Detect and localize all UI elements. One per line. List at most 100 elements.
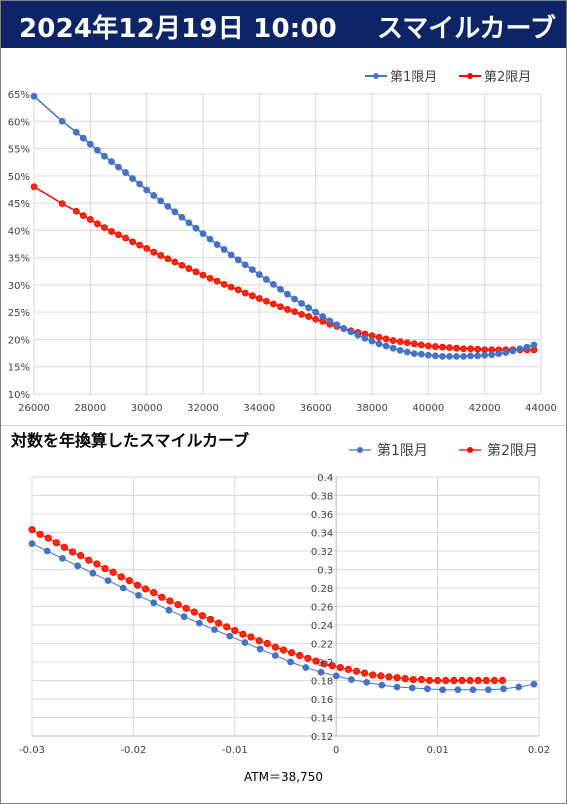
data-point-s2 <box>199 271 207 279</box>
y-tick-label: 40% <box>8 226 30 237</box>
legend-label-1: 第1限月 <box>390 70 437 85</box>
data-point-s1 <box>516 345 524 353</box>
data-point-s2 <box>164 255 172 263</box>
data-point-s2 <box>171 258 179 266</box>
y-tick-label: 0.28 <box>311 584 333 595</box>
data-point-s1 <box>319 313 327 320</box>
data-point-s2 <box>143 244 151 252</box>
data-point-s1 <box>446 352 453 360</box>
data-point-s2 <box>198 612 206 620</box>
data-point-s1 <box>530 341 538 349</box>
data-point-s1 <box>291 295 298 303</box>
data-point-s2 <box>234 286 242 294</box>
data-point-s2 <box>190 608 198 616</box>
data-point-s1 <box>347 328 355 336</box>
data-point-s2 <box>178 261 186 269</box>
data-point-s2 <box>185 265 193 272</box>
data-point-s2 <box>304 654 312 662</box>
data-point-s1 <box>234 256 242 264</box>
data-point-s1 <box>317 668 325 676</box>
data-point-s2 <box>482 676 490 685</box>
data-point-s1 <box>467 352 474 360</box>
data-point-s2 <box>453 344 460 352</box>
data-point-s1 <box>241 261 249 269</box>
y-tick-label: 0.24 <box>311 621 333 632</box>
data-point-s1 <box>122 169 129 176</box>
data-point-s1 <box>157 197 165 205</box>
data-point-s2 <box>410 340 418 348</box>
data-point-s2 <box>279 646 288 654</box>
data-point-s1 <box>43 547 51 555</box>
legend-marker-2 <box>467 73 473 79</box>
data-point-s2 <box>157 252 165 259</box>
data-point-s1 <box>469 686 477 694</box>
data-point-s2 <box>109 568 117 576</box>
data-point-s2 <box>182 604 190 612</box>
data-point-s1 <box>439 686 447 694</box>
data-point-s2 <box>344 665 352 673</box>
data-point-s1 <box>431 352 439 360</box>
data-point-s2 <box>166 597 174 605</box>
data-point-s1 <box>368 337 376 345</box>
data-point-s1 <box>79 134 87 142</box>
y-tick-label: 0.2 <box>317 658 333 669</box>
data-point-s2 <box>255 637 263 645</box>
x-tick-label: 26000 <box>18 403 50 414</box>
data-point-s1 <box>227 251 235 259</box>
y-tick-label: 0.32 <box>311 547 333 558</box>
y-tick-label: 0.16 <box>311 695 333 706</box>
data-point-s1 <box>302 664 310 671</box>
data-point-s2 <box>227 283 235 291</box>
data-point-s2 <box>409 675 417 684</box>
header-date: 2024年12月19日 10:00 <box>19 14 337 44</box>
data-point-s2 <box>393 674 401 682</box>
data-point-s2 <box>291 308 298 316</box>
data-point-s1 <box>93 146 101 154</box>
data-point-s2 <box>450 676 458 685</box>
data-point-s2 <box>458 676 466 685</box>
data-point-s1 <box>378 681 386 689</box>
data-point-s1 <box>417 350 425 358</box>
legend-label-2: 第2限月 <box>487 442 538 459</box>
y-tick-label: 0.34 <box>311 529 333 540</box>
data-point-s1 <box>523 343 531 351</box>
data-point-s1 <box>488 351 496 359</box>
data-point-s2 <box>77 552 85 560</box>
y-tick-label: 0.18 <box>311 677 333 688</box>
y-tick-label: 25% <box>8 308 30 319</box>
y-tick-label: 20% <box>8 335 30 346</box>
data-point-s2 <box>375 333 383 341</box>
data-point-s2 <box>277 303 284 311</box>
data-point-s2 <box>85 556 93 564</box>
y-tick-label: 55% <box>8 145 30 156</box>
data-point-s1 <box>59 554 66 562</box>
data-point-s2 <box>417 341 425 349</box>
data-point-s1 <box>74 562 82 570</box>
y-tick-label: 0.38 <box>311 492 333 503</box>
data-point-s1 <box>382 342 390 350</box>
data-point-s1 <box>72 128 80 136</box>
data-point-s2 <box>298 310 305 318</box>
data-point-s2 <box>389 337 397 344</box>
data-point-s2 <box>72 207 80 215</box>
data-point-s1 <box>86 140 94 148</box>
y-tick-label: 0.36 <box>311 510 333 521</box>
data-point-s1 <box>284 290 291 298</box>
data-point-s1 <box>396 346 404 354</box>
log-chart-heading: 対数を年換算したスマイルカーブ <box>11 431 250 450</box>
legend-marker-1 <box>357 447 363 453</box>
data-point-s2 <box>93 220 101 228</box>
data-point-s1 <box>143 186 151 194</box>
data-point-s2 <box>328 662 336 670</box>
data-point-s1 <box>287 658 294 666</box>
data-point-s2 <box>433 676 442 685</box>
data-point-s2 <box>158 593 166 601</box>
data-point-s2 <box>287 649 296 657</box>
data-point-s2 <box>136 241 144 249</box>
data-point-s1 <box>211 626 218 634</box>
data-point-s2 <box>425 676 434 685</box>
data-point-s1 <box>256 645 264 653</box>
data-point-s2 <box>239 630 247 638</box>
data-point-s1 <box>439 352 446 360</box>
data-point-s2 <box>262 297 270 305</box>
